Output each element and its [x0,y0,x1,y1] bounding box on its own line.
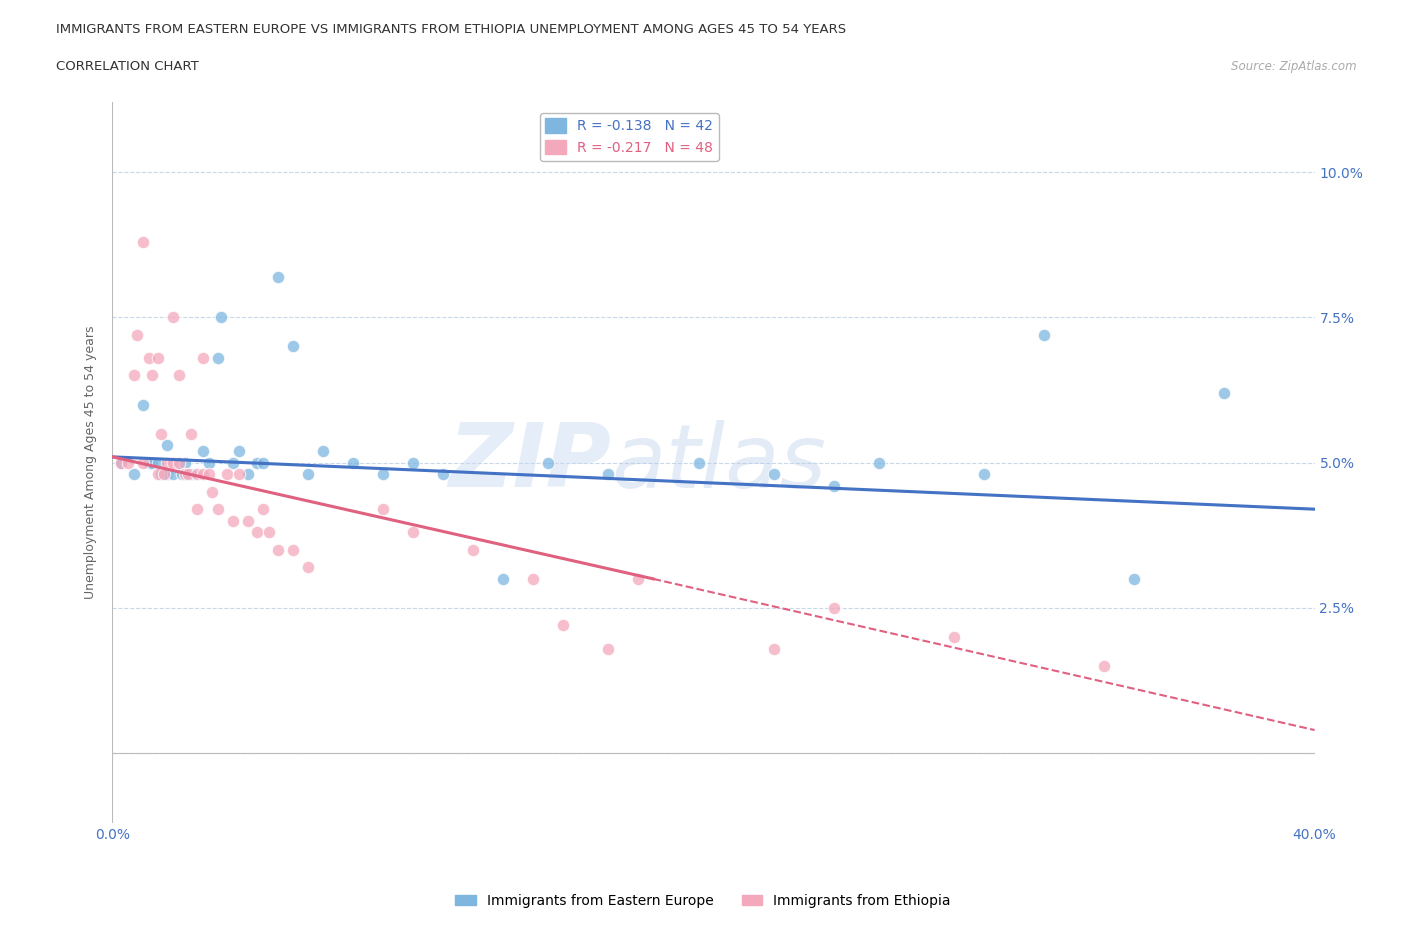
Point [297,467,319,482]
Point [222,513,245,528]
Point [155,467,177,482]
Point [598,467,620,482]
Point [252,502,274,517]
Point [1123,571,1146,587]
Point [155,438,177,453]
Point [162,310,184,325]
Point [176,467,198,482]
Point [215,467,238,482]
Point [868,456,890,471]
Point [152,467,174,482]
Text: atlas: atlas [612,419,827,506]
Point [191,351,214,365]
Point [246,456,269,471]
Point [207,351,229,365]
Point [191,467,214,482]
Point [228,467,250,482]
Point [228,444,250,458]
Text: IMMIGRANTS FROM EASTERN EUROPE VS IMMIGRANTS FROM ETHIOPIA UNEMPLOYMENT AMONG AG: IMMIGRANTS FROM EASTERN EUROPE VS IMMIGR… [56,23,846,36]
Point [162,456,184,471]
Point [553,618,575,633]
Point [209,310,232,325]
Point [252,456,274,471]
Point [1033,327,1056,342]
Point [141,456,163,471]
Point [297,560,319,575]
Text: CORRELATION CHART: CORRELATION CHART [56,60,200,73]
Point [222,456,245,471]
Point [122,467,145,482]
Point [1213,386,1236,401]
Point [762,642,785,657]
Text: ZIP: ZIP [449,419,612,506]
Point [197,456,219,471]
Point [146,467,169,482]
Point [131,456,153,471]
Point [167,368,190,383]
Point [138,351,160,365]
Point [180,467,202,482]
Point [492,571,515,587]
Point [110,456,132,471]
Point [973,467,995,482]
Point [402,456,425,471]
Point [823,601,845,616]
Point [267,270,290,285]
Point [138,456,160,471]
Point [762,467,785,482]
Point [197,467,219,482]
Point [170,467,193,482]
Point [167,456,190,471]
Point [281,339,304,354]
Point [257,525,280,540]
Point [146,456,169,471]
Point [173,467,195,482]
Point [180,426,202,441]
Point [537,456,560,471]
Text: Source: ZipAtlas.com: Source: ZipAtlas.com [1232,60,1357,73]
Point [823,479,845,494]
Point [236,513,259,528]
Y-axis label: Unemployment Among Ages 45 to 54 years: Unemployment Among Ages 45 to 54 years [83,326,97,600]
Point [522,571,544,587]
Point [281,542,304,557]
Point [207,502,229,517]
Point [246,525,269,540]
Point [402,525,425,540]
Point [312,444,335,458]
Point [122,368,145,383]
Point [110,456,132,471]
Point [125,327,148,342]
Point [131,397,153,412]
Point [432,467,454,482]
Point [342,456,364,471]
Point [149,426,172,441]
Point [131,234,153,249]
Point [191,444,214,458]
Point [598,642,620,657]
Point [371,502,394,517]
Point [117,456,139,471]
Point [146,351,169,365]
Point [201,485,224,499]
Point [173,456,195,471]
Point [371,467,394,482]
Point [149,467,172,482]
Point [186,502,208,517]
Point [1092,658,1115,673]
Point [155,456,177,471]
Point [162,467,184,482]
Point [942,630,965,644]
Point [236,467,259,482]
Legend: Immigrants from Eastern Europe, Immigrants from Ethiopia: Immigrants from Eastern Europe, Immigran… [450,889,956,914]
Point [267,542,290,557]
Point [627,571,650,587]
Point [141,368,163,383]
Point [167,456,190,471]
Legend: R = -0.138   N = 42, R = -0.217   N = 48: R = -0.138 N = 42, R = -0.217 N = 48 [540,113,718,161]
Point [186,467,208,482]
Point [461,542,484,557]
Point [688,456,710,471]
